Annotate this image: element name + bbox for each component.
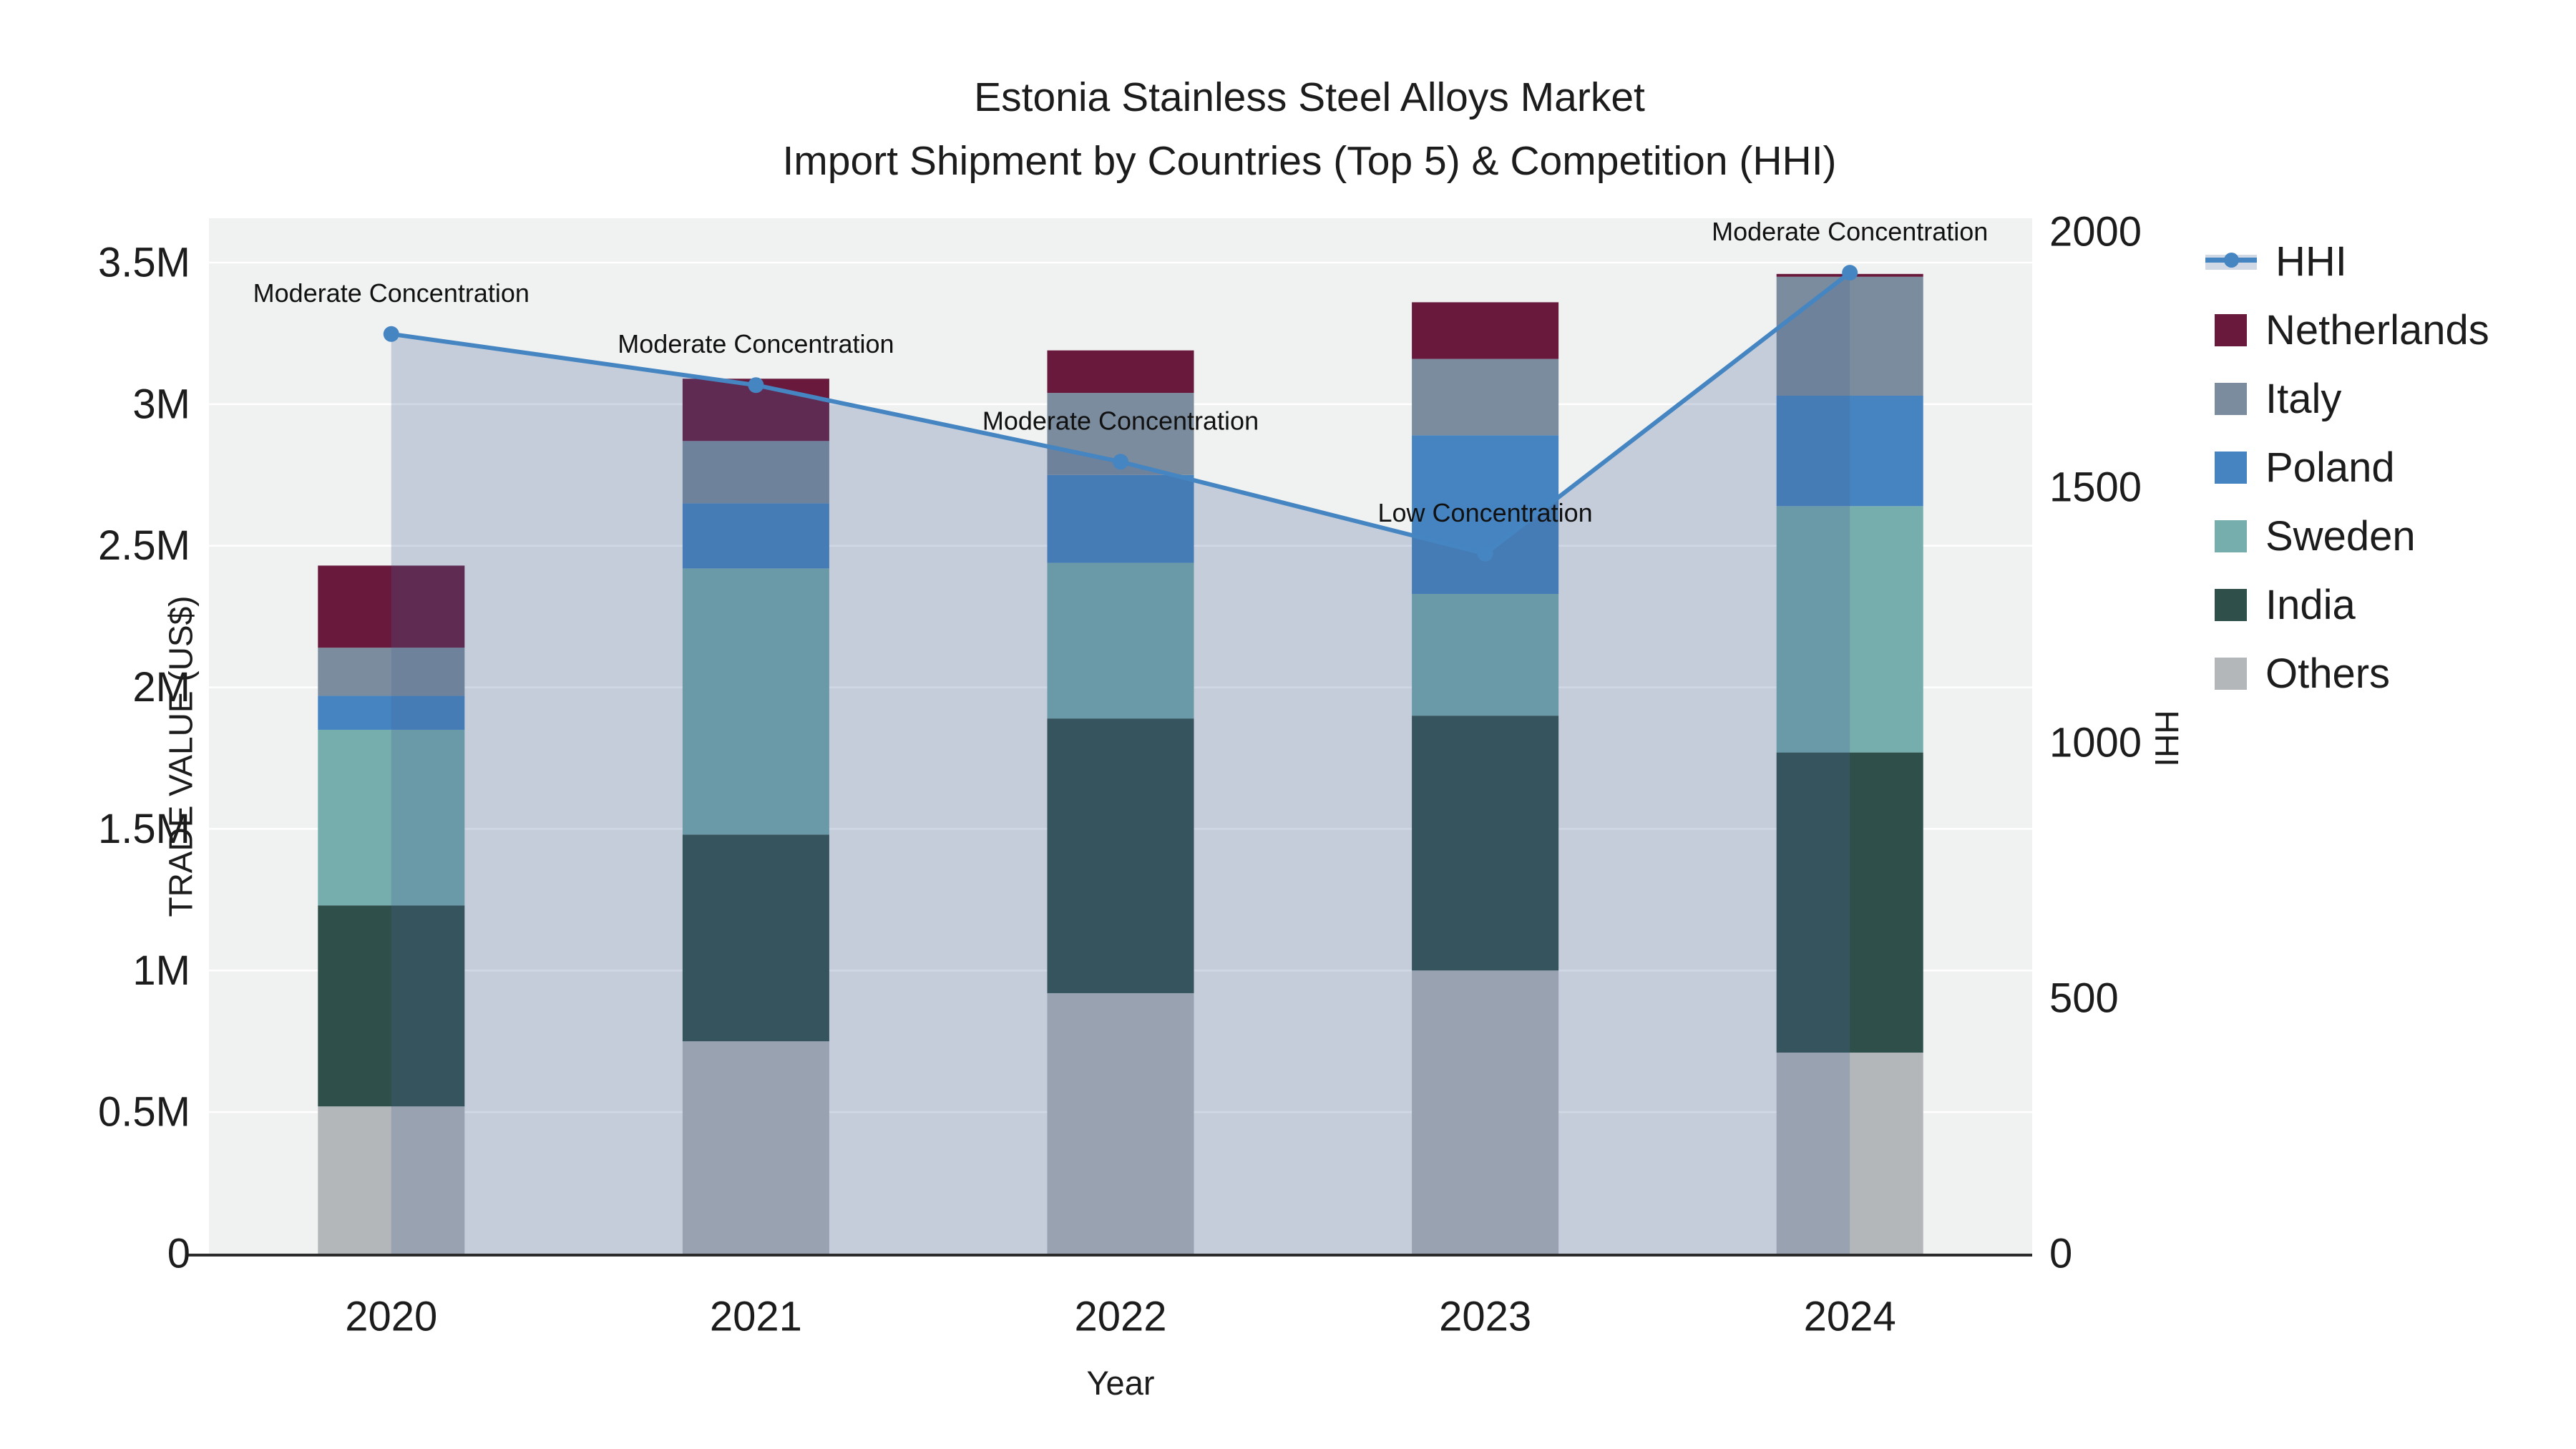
chart-title-line1: Estonia Stainless Steel Alloys Market: [974, 74, 1645, 120]
bar-segment-others-2021: [682, 1041, 829, 1254]
bar-segment-others-2022: [1047, 992, 1194, 1254]
left-tick-label: 2M: [132, 664, 190, 711]
bar-segment-sweden-2022: [1047, 562, 1194, 719]
bar-segment-india-2022: [1047, 718, 1194, 993]
annotation-2020: Moderate Concentration: [253, 278, 530, 308]
chart-title: Estonia Stainless Steel Alloys Market Im…: [43, 66, 2576, 193]
hhi-line-swatch-icon: [2205, 245, 2257, 278]
hhi-marker-2020: [383, 326, 399, 342]
annotation-2024: Moderate Concentration: [1712, 217, 1988, 246]
legend-swatch-others: [2215, 657, 2247, 690]
bar-segment-india-2020: [318, 905, 465, 1107]
legend-label-italy: Italy: [2265, 375, 2342, 422]
hhi-marker-2024: [1842, 265, 1858, 281]
right-tick-label: 2000: [2049, 209, 2142, 255]
legend-label-poland: Poland: [2265, 444, 2395, 491]
left-tick-label: 0.5M: [98, 1089, 190, 1136]
bar-segment-others-2023: [1412, 970, 1559, 1254]
bar-segment-others-2024: [1776, 1053, 1923, 1254]
bar-segment-sweden-2020: [318, 729, 465, 906]
legend-item-poland[interactable]: Poland: [2205, 444, 2489, 491]
x-tick-label-2023: 2023: [1439, 1294, 1531, 1340]
x-tick-label-2021: 2021: [710, 1294, 802, 1340]
right-tick-label: 0: [2049, 1231, 2072, 1277]
legend-swatch-india: [2215, 588, 2247, 621]
legend-swatch-sweden: [2215, 519, 2247, 552]
annotation-2021: Moderate Concentration: [618, 329, 894, 358]
chart-title-line2: Import Shipment by Countries (Top 5) & C…: [782, 138, 1837, 184]
bar-segment-india-2024: [1776, 752, 1923, 1053]
legend-swatch-netherlands: [2215, 313, 2247, 346]
annotation-2023: Low Concentration: [1378, 498, 1593, 527]
legend-item-india[interactable]: India: [2205, 582, 2489, 628]
bar-segment-poland-2022: [1047, 474, 1194, 563]
bar-segment-netherlands-2022: [1047, 350, 1194, 394]
right-tick-label: 1000: [2049, 720, 2142, 766]
legend-label-others: Others: [2265, 650, 2391, 697]
x-tick-label-2020: 2020: [345, 1294, 437, 1340]
bar-segment-others-2020: [318, 1106, 465, 1254]
legend-swatch-italy: [2215, 382, 2247, 415]
right-tick-label: 500: [2049, 975, 2119, 1022]
bar-segment-sweden-2024: [1776, 506, 1923, 753]
hhi-marker-2022: [1113, 454, 1128, 470]
bar-segment-india-2023: [1412, 716, 1559, 971]
bar-segment-italy-2020: [318, 648, 465, 696]
legend-swatch-poland: [2215, 451, 2247, 484]
left-tick-label: 1.5M: [98, 806, 190, 852]
bar-segment-sweden-2021: [682, 568, 829, 835]
legend-label-netherlands: Netherlands: [2265, 306, 2489, 353]
legend-item-italy[interactable]: Italy: [2205, 376, 2489, 422]
x-tick-label-2024: 2024: [1804, 1294, 1896, 1340]
hhi-marker-2021: [748, 377, 764, 394]
left-tick-label: 3.5M: [98, 240, 190, 286]
left-tick-label: 1M: [132, 947, 190, 994]
annotation-2022: Moderate Concentration: [982, 406, 1259, 435]
legend-item-sweden[interactable]: Sweden: [2205, 512, 2489, 560]
legend-label-hhi: HHI: [2275, 238, 2347, 285]
bar-segment-netherlands-2020: [318, 565, 465, 648]
legend: HHI Netherlands Italy Poland Sweden India Othe…: [2205, 238, 2489, 697]
bar-segment-india-2021: [682, 834, 829, 1042]
left-tick-label: 2.5M: [98, 522, 190, 569]
legend-label-sweden: Sweden: [2265, 512, 2416, 560]
legend-item-others[interactable]: Others: [2205, 650, 2489, 697]
bar-segment-poland-2021: [682, 503, 829, 569]
left-tick-label: 3M: [132, 381, 190, 427]
bar-segment-poland-2024: [1776, 395, 1923, 507]
right-tick-label: 1500: [2049, 464, 2142, 511]
bar-segment-italy-2024: [1776, 276, 1923, 396]
legend-item-hhi[interactable]: HHI: [2205, 238, 2489, 285]
bar-segment-netherlands-2023: [1412, 302, 1559, 359]
hhi-marker-2023: [1477, 545, 1493, 562]
left-tick-label: 0: [167, 1231, 190, 1277]
bar-segment-italy-2021: [682, 441, 829, 504]
hhi-area-fill: [391, 273, 1850, 1254]
legend-label-india: India: [2265, 581, 2356, 628]
bar-segment-sweden-2023: [1412, 593, 1559, 716]
bar-segment-italy-2023: [1412, 358, 1559, 436]
x-tick-label-2022: 2022: [1074, 1294, 1166, 1340]
legend-item-netherlands[interactable]: Netherlands: [2205, 306, 2489, 353]
x-axis-title: Year: [1086, 1364, 1155, 1402]
bar-segment-poland-2020: [318, 696, 465, 730]
